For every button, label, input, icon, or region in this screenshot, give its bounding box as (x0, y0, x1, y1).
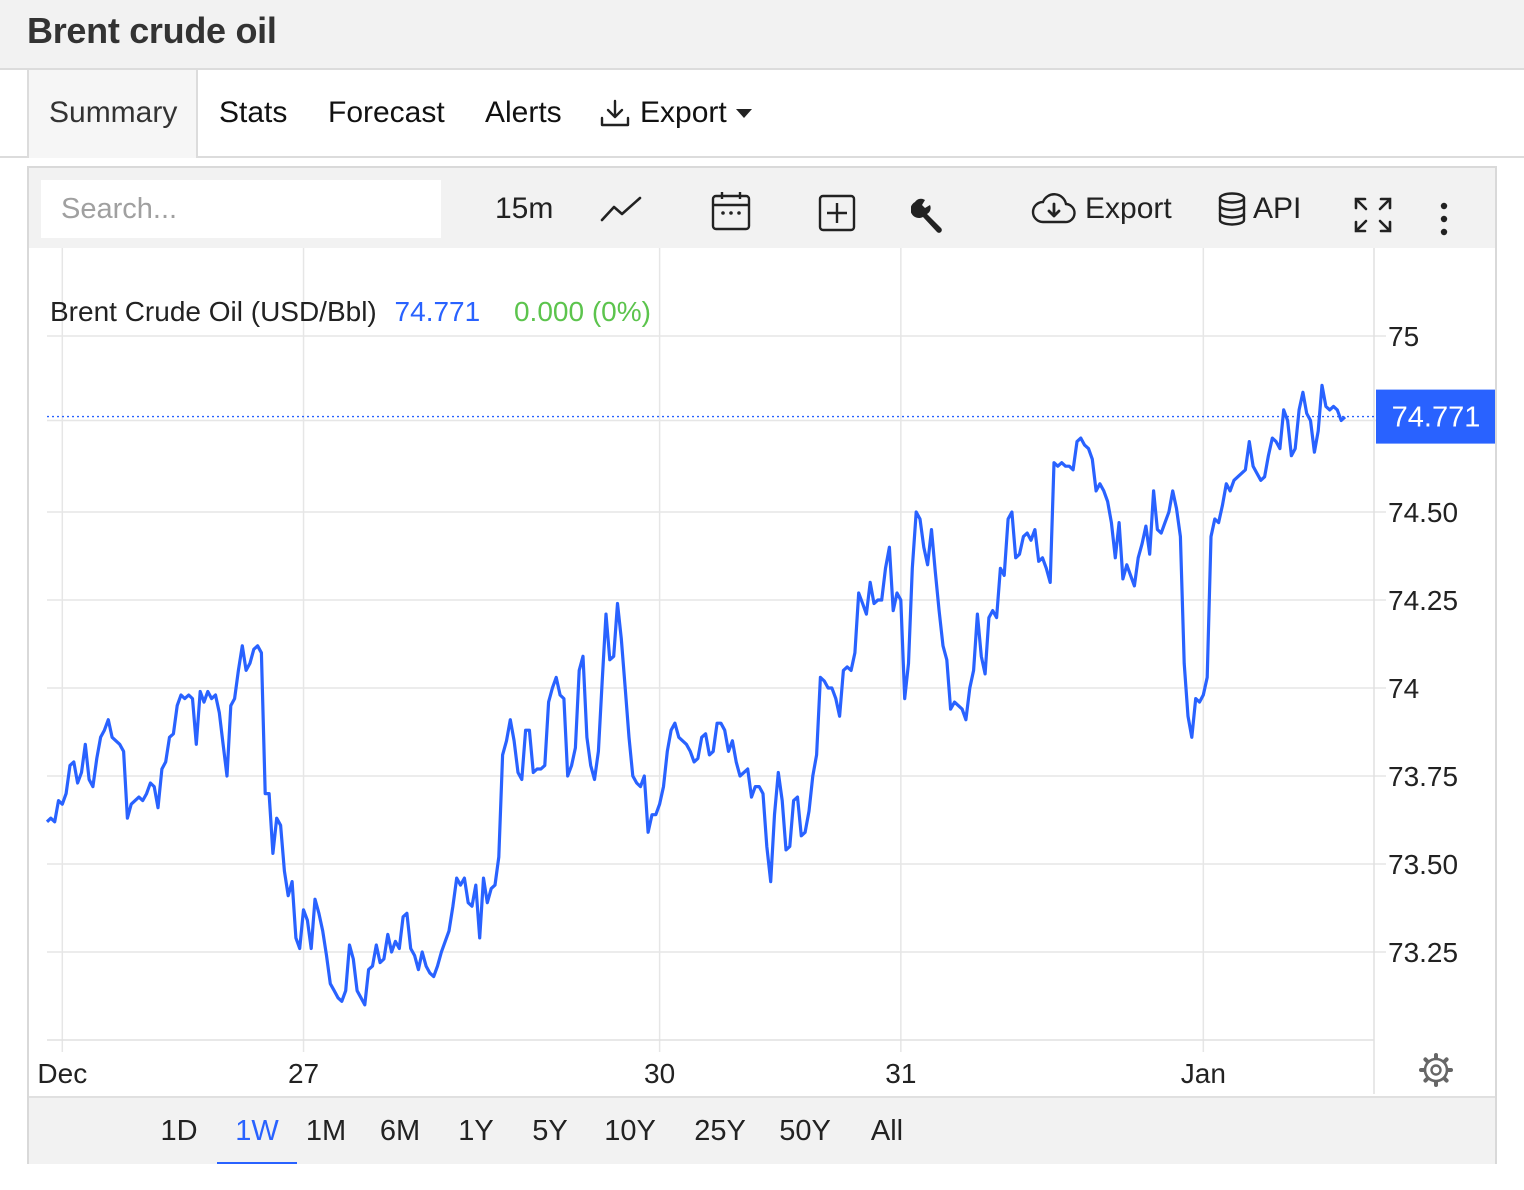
page-title: Brent crude oil (27, 10, 277, 51)
legend-change: 0.000 (0%) (514, 296, 651, 327)
api-button[interactable]: API (1217, 184, 1301, 234)
range-1m[interactable]: 1M (305, 1115, 347, 1147)
more-menu-button[interactable] (1437, 194, 1451, 244)
y-tick-label: 73.25 (1388, 937, 1458, 968)
wrench-icon (911, 198, 942, 233)
search-input[interactable] (41, 180, 441, 238)
legend: Brent Crude Oil (USD/Bbl) 74.771 0.000 (… (50, 296, 651, 327)
caret-down-icon (735, 109, 752, 118)
range-50y[interactable]: 50Y (779, 1115, 831, 1147)
price-line (45, 383, 1347, 1007)
interval-button[interactable]: 15m (495, 192, 554, 225)
range-25y[interactable]: 25Y (694, 1115, 746, 1147)
x-tick-label: 27 (288, 1058, 319, 1089)
date-range-button[interactable] (711, 186, 751, 236)
y-tick-label: 74.25 (1388, 585, 1458, 616)
range-selector: 1D 1W 1M 6M 1Y 5Y 10Y 25Y 50Y All (29, 1096, 1495, 1164)
legend-series-name: Brent Crude Oil (USD/Bbl) (50, 296, 377, 327)
price-chart[interactable]: 75 74.50 74.25 74 73.75 73.50 73.25 Dec 27 30 31 J… (29, 248, 1495, 1094)
calendar-icon (711, 192, 751, 231)
range-5y[interactable]: 5Y (532, 1115, 568, 1147)
y-axis: 75 74.50 74.25 74 73.75 73.50 73.25 (1388, 321, 1458, 968)
tab-summary[interactable]: Summary (27, 70, 198, 158)
x-tick-label: 30 (644, 1058, 675, 1089)
y-tick-label: 73.75 (1388, 761, 1458, 792)
range-1y[interactable]: 1Y (458, 1115, 494, 1147)
tab-stats[interactable]: Stats (219, 96, 288, 129)
gear-icon (1419, 1053, 1453, 1087)
range-1w[interactable]: 1W (217, 1098, 297, 1164)
database-icon (1218, 192, 1246, 226)
more-vertical-icon (1440, 202, 1448, 236)
tab-bar: Summary Stats Forecast Alerts Export (0, 70, 1524, 158)
compare-button[interactable] (818, 188, 856, 238)
chart-type-button[interactable] (600, 184, 642, 234)
page-header: Brent crude oil (0, 0, 1524, 70)
legend-price: 74.771 (395, 296, 481, 327)
cloud-download-icon (1031, 193, 1076, 224)
add-box-icon (818, 194, 856, 232)
range-1d[interactable]: 1D (160, 1115, 198, 1147)
chart-toolbar: 15m Export API (29, 168, 1495, 248)
tab-alerts[interactable]: Alerts (485, 96, 562, 129)
y-tick-label: 74 (1388, 673, 1419, 704)
tab-forecast[interactable]: Forecast (328, 96, 445, 129)
range-6m[interactable]: 6M (379, 1115, 421, 1147)
export-button[interactable]: Export (1031, 184, 1172, 234)
download-icon (600, 99, 630, 127)
fullscreen-button[interactable] (1353, 190, 1393, 240)
x-axis: Dec 27 30 31 Jan (37, 1058, 1225, 1089)
last-price-label: 74.771 (1392, 402, 1481, 434)
x-tick-label: 31 (885, 1058, 916, 1089)
indicators-button[interactable] (911, 190, 947, 240)
tab-export-label: Export (640, 96, 727, 129)
export-label: Export (1085, 192, 1172, 225)
fullscreen-icon (1354, 197, 1392, 233)
tab-export[interactable]: Export (598, 70, 753, 156)
line-chart-icon (600, 196, 642, 222)
range-10y[interactable]: 10Y (604, 1115, 656, 1147)
range-all[interactable]: All (870, 1115, 904, 1147)
last-price-badge (1376, 389, 1495, 444)
chart-settings-button[interactable] (1419, 1053, 1453, 1087)
y-tick-label: 73.50 (1388, 849, 1458, 880)
y-tick-label: 75 (1388, 321, 1419, 352)
api-label: API (1253, 192, 1302, 225)
y-tick-label: 74.50 (1388, 497, 1458, 528)
x-tick-label: Jan (1181, 1058, 1226, 1089)
x-tick-label: Dec (37, 1058, 87, 1089)
